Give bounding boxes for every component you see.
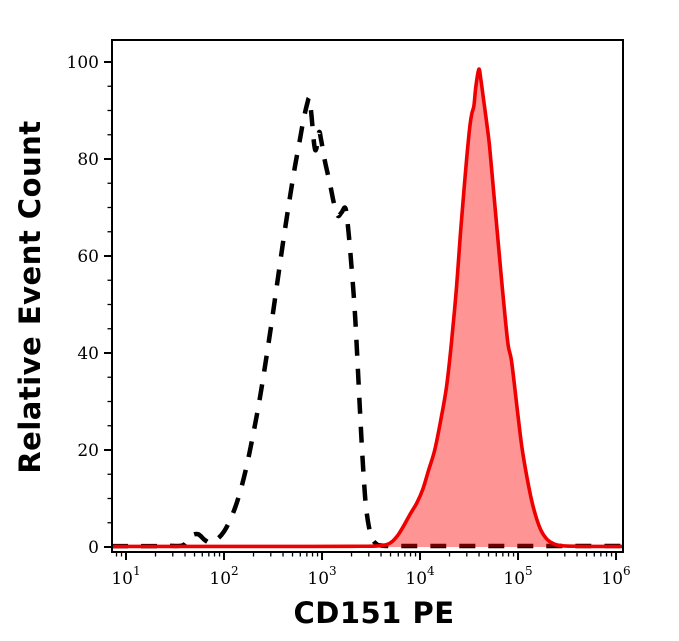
y-tick-label-100: 100 xyxy=(67,53,99,73)
y-axis-label: Relative Event Count xyxy=(13,120,47,474)
x-tick-label-10e6: 106 xyxy=(601,564,630,589)
curve-isotype-control-dashed xyxy=(111,95,623,549)
x-tick-label-10e1: 101 xyxy=(111,564,140,589)
y-tick-label-20: 20 xyxy=(77,441,99,461)
x-axis-label: CD151 PE xyxy=(293,596,455,630)
x-tick-label-10e3: 103 xyxy=(307,564,336,589)
plot-frame xyxy=(111,39,624,553)
y-tick-label-0: 0 xyxy=(88,538,99,558)
x-tick-label-10e4: 104 xyxy=(405,564,435,589)
y-tick-label-80: 80 xyxy=(77,150,99,170)
y-tick-label-40: 40 xyxy=(77,344,99,364)
y-tick-label-60: 60 xyxy=(77,247,99,267)
curve-cd151-pe-fill xyxy=(112,69,623,548)
x-tick-label-10e5: 105 xyxy=(503,564,532,589)
x-tick-label-10e2: 102 xyxy=(209,564,238,589)
curve-cd151-pe-outline xyxy=(112,67,624,549)
